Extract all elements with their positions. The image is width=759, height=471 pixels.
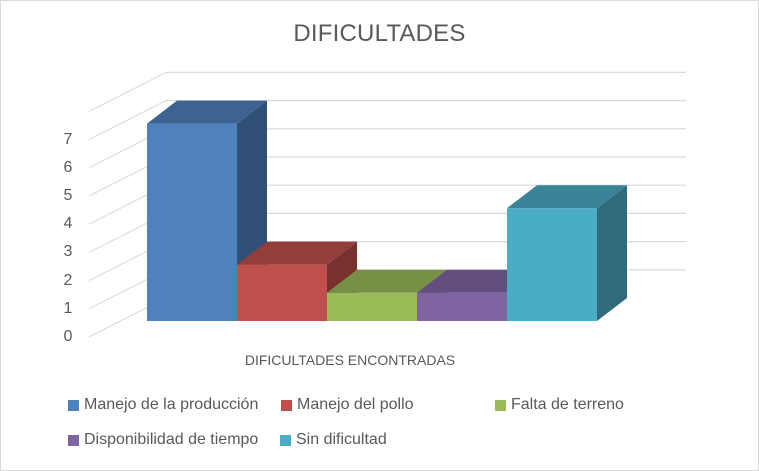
y-tick-label: 3	[63, 243, 73, 261]
y-tick-label: 1	[63, 299, 73, 317]
legend-label: Disponibilidad de tiempo	[84, 431, 259, 448]
legend-swatch-icon	[280, 434, 291, 446]
legend-label: Sin dificultad	[296, 431, 387, 448]
y-tick-label: 2	[63, 271, 73, 289]
y-tick-label: 4	[63, 215, 73, 233]
gridline-side	[88, 100, 167, 141]
bar-sin-dificultad	[507, 185, 627, 321]
legend-swatch-icon	[495, 399, 506, 411]
legend-item: Falta de terreno	[495, 396, 624, 414]
legend-item: Sin dificultad	[280, 431, 387, 449]
chart-title: DIFICULTADES	[293, 20, 466, 47]
y-tick-label: 0	[63, 328, 73, 345]
legend-item: Manejo del pollo	[281, 396, 414, 414]
bar-manejo-de-la-producci-n	[147, 100, 267, 321]
legend-label: Manejo de la producción	[84, 396, 259, 413]
legend-label: Manejo del pollo	[297, 396, 414, 413]
legend-item: Disponibilidad de tiempo	[68, 431, 258, 449]
y-tick-label: 7	[63, 130, 73, 148]
legend-label: Falta de terreno	[511, 396, 624, 413]
legend-swatch-icon	[281, 399, 292, 411]
x-axis-label: DIFICULTADES ENCONTRADAS	[244, 352, 456, 368]
y-tick-label: 6	[63, 158, 73, 176]
legend-swatch-icon	[68, 399, 79, 411]
gridline-side	[88, 71, 167, 112]
y-tick-label: 5	[63, 187, 73, 204]
legend-item: Manejo de la producción	[68, 396, 258, 414]
legend-swatch-icon	[68, 434, 79, 446]
